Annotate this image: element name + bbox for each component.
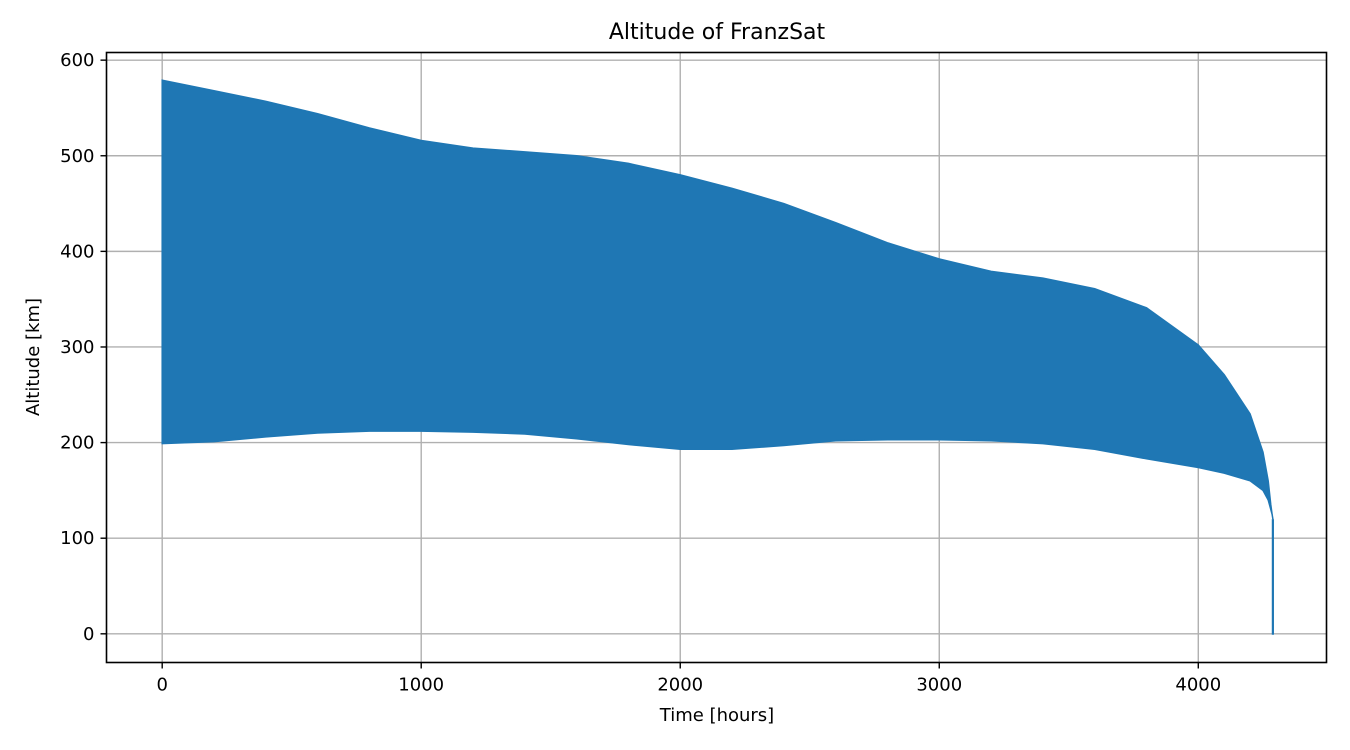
y-tick-label: 0 [83, 624, 94, 645]
y-axis: 0 100 200 300 400 500 600 [60, 50, 107, 645]
axes-frame [105, 51, 1328, 664]
x-axis-label: Time [hours] [659, 705, 774, 726]
x-tick-label: 0 [156, 675, 167, 696]
y-tick-label: 100 [60, 528, 94, 549]
y-tick-label: 600 [60, 50, 94, 71]
y-tick-label: 300 [60, 337, 94, 358]
y-tick-label: 400 [60, 241, 94, 262]
altitude-series-area [161, 79, 1274, 520]
chart-title: Altitude of FranzSat [609, 20, 826, 45]
x-axis: 0 1000 2000 3000 4000 [156, 662, 1221, 696]
plot-area [161, 79, 1274, 635]
x-tick-label: 4000 [1175, 675, 1221, 696]
x-tick-label: 2000 [657, 675, 703, 696]
y-tick-label: 200 [60, 433, 94, 454]
x-tick-label: 1000 [398, 675, 444, 696]
y-tick-label: 500 [60, 146, 94, 167]
y-axis-label: Altitude [km] [23, 298, 44, 416]
x-tick-label: 3000 [916, 675, 962, 696]
